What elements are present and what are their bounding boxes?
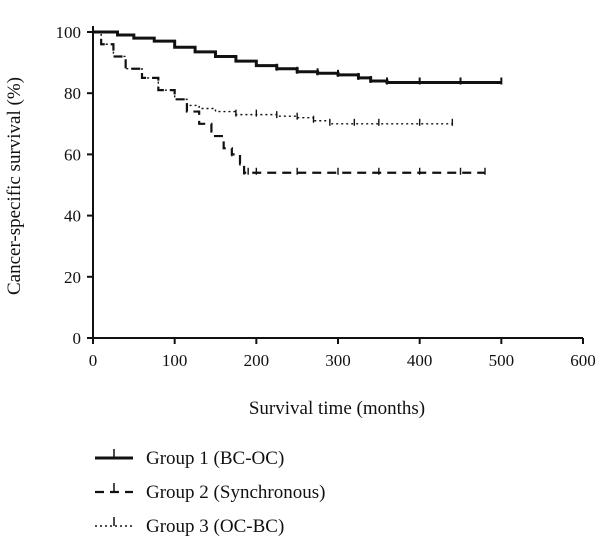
- x-tick-label: 200: [244, 351, 270, 370]
- y-axis-title: Cancer-specific survival (%): [4, 77, 25, 295]
- series-line-3: [93, 31, 453, 125]
- x-axis-title: Survival time (months): [249, 398, 425, 419]
- y-tick-label: 60: [64, 145, 81, 164]
- plot-area: [93, 30, 503, 175]
- x-tick-label: 400: [407, 351, 433, 370]
- legend-label-2: Group 2 (Synchronous): [146, 482, 325, 503]
- x-tick-label: 500: [489, 351, 515, 370]
- series-line-2: [93, 30, 485, 174]
- x-tick-label: 100: [162, 351, 188, 370]
- series-line-1: [93, 30, 502, 84]
- y-tick-label: 20: [64, 268, 81, 287]
- y-tick-label: 100: [56, 23, 82, 42]
- ticks: 0 100 200 300 400 500 600 0 20 40 60 80 100: [56, 23, 596, 370]
- legend: Group 1 (BC-OC) Group 2 (Synchronous) Grou…: [95, 448, 325, 537]
- y-tick-label: 0: [73, 329, 82, 348]
- legend-label-1: Group 1 (BC-OC): [146, 448, 284, 469]
- y-tick-label: 80: [64, 84, 81, 103]
- x-tick-label: 0: [89, 351, 98, 370]
- y-tick-label: 40: [64, 207, 81, 226]
- x-tick-label: 300: [325, 351, 351, 370]
- legend-label-3: Group 3 (OC-BC): [146, 516, 284, 537]
- x-tick-label: 600: [570, 351, 596, 370]
